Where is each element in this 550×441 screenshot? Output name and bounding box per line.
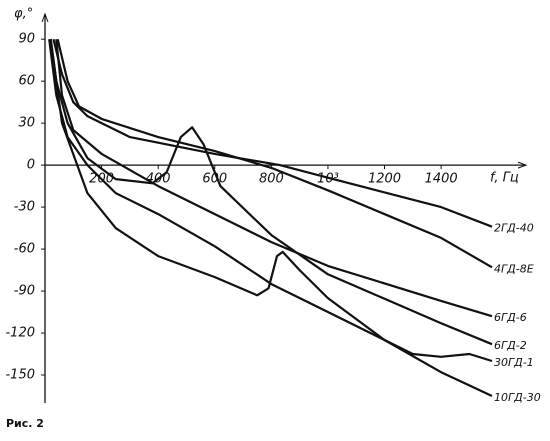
series-line xyxy=(52,38,493,228)
x-axis-label: f, Гц xyxy=(490,171,519,186)
x-tick-label: 800 xyxy=(259,172,284,187)
series-label: 2ГД-40 xyxy=(494,222,534,235)
y-tick-label: -60 xyxy=(14,242,35,257)
y-tick-label: 30 xyxy=(18,116,35,131)
y-axis-label: φ,° xyxy=(14,7,33,22)
y-axis-arrow xyxy=(41,12,49,23)
series-line xyxy=(48,39,493,363)
x-tick-label: 1200 xyxy=(368,172,401,187)
series-line xyxy=(49,39,493,346)
y-tick-label: -90 xyxy=(14,284,35,299)
series-label: 30ГД-1 xyxy=(494,356,534,369)
y-tick-label: 60 xyxy=(18,74,35,89)
x-tick-label: 1400 xyxy=(425,172,458,187)
series-line xyxy=(56,38,493,269)
caption: Рис. 2 xyxy=(6,417,44,430)
y-tick-label: -150 xyxy=(5,368,35,383)
series-label: 6ГД-2 xyxy=(494,339,527,352)
y-tick-label: 90 xyxy=(18,32,35,47)
series-label: 4ГД-8Е xyxy=(494,262,534,275)
y-tick-label: 0 xyxy=(27,158,35,173)
x-tick-label: 600 xyxy=(202,172,227,187)
x-axis-arrow xyxy=(517,161,528,169)
series-line xyxy=(55,39,493,318)
y-tick-label: -120 xyxy=(5,326,35,341)
y-tick-label: -30 xyxy=(14,200,35,215)
series-line xyxy=(49,39,493,397)
series-label: 6ГД-6 xyxy=(494,311,527,324)
series-label: 10ГД-30 xyxy=(494,391,541,404)
